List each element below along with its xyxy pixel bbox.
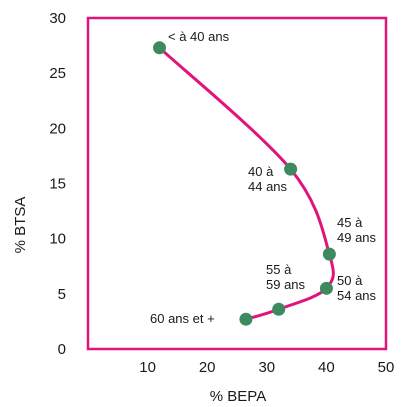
data-point [322,247,336,261]
y-axis-ticks: 0 5 10 15 20 25 30 [49,10,66,358]
data-point [153,41,167,55]
y-tick-label: 0 [58,341,66,358]
data-point [239,312,253,326]
x-tick-label: 40 [318,359,335,376]
x-tick-label: 50 [378,359,395,376]
x-tick-label: 30 [258,359,275,376]
y-tick-label: 10 [49,231,66,248]
y-tick-label: 20 [49,120,66,137]
y-tick-label: 30 [49,10,66,27]
point-label: < à 40 ans [168,29,230,44]
y-tick-label: 5 [58,286,66,303]
x-axis-ticks: 10 20 30 40 50 [139,359,394,376]
y-tick-label: 15 [49,176,66,193]
point-label: 60 ans et + [150,311,215,326]
series-line [158,46,335,321]
point-label: 45 à 49 ans [337,215,377,245]
point-label: 55 à 59 ans [266,262,306,292]
point-label: 50 à 54 ans [337,273,377,303]
x-tick-label: 20 [199,359,216,376]
x-axis-label: % BEPA [210,388,266,405]
x-tick-label: 10 [139,359,156,376]
point-labels: < à 40 ans 40 à 44 ans 45 à 49 ans 50 à 54 ans… [150,29,377,326]
data-point [272,302,286,316]
y-axis-label: % BTSA [12,197,29,254]
data-point [319,281,333,295]
data-points [153,41,336,326]
plot-frame [86,16,388,351]
point-label: 40 à 44 ans [248,164,288,194]
data-point [284,162,298,176]
y-tick-label: 25 [49,65,66,82]
